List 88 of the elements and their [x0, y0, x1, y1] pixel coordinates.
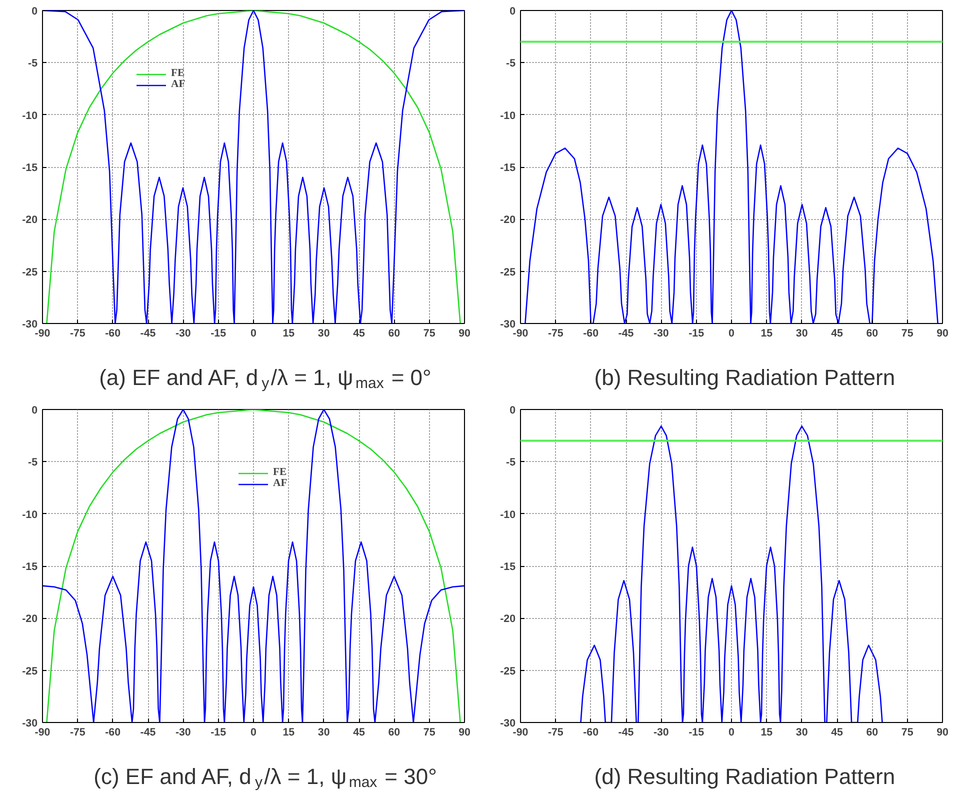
y-tick-label: -25: [500, 266, 516, 278]
x-tick-label: 30: [318, 726, 330, 738]
x-tick-label: -60: [105, 328, 121, 340]
y-tick-label: -15: [500, 561, 516, 573]
y-tick-label: -20: [500, 214, 516, 226]
y-tick-label: 0: [32, 404, 38, 416]
x-tick-label: -60: [583, 328, 599, 340]
x-tick-label: 60: [388, 726, 400, 738]
y-tick-label: -10: [22, 110, 38, 122]
x-tick-label: 15: [282, 328, 295, 340]
y-tick-label: -10: [500, 110, 516, 122]
line-series: [580, 426, 883, 722]
y-tick-label: -15: [22, 162, 38, 174]
x-tick-label: 75: [423, 726, 436, 738]
x-tick-label: 90: [458, 726, 470, 738]
x-tick-label: -75: [548, 328, 564, 340]
x-tick-label: 75: [901, 726, 914, 738]
x-tick-label: 45: [831, 726, 843, 738]
y-tick-label: -30: [22, 718, 38, 730]
x-tick-label: -90: [512, 726, 528, 738]
x-tick-label: -45: [618, 328, 634, 340]
x-tick-label: -90: [34, 726, 50, 738]
x-tick-label: -60: [583, 726, 599, 738]
x-tick-label: 0: [728, 328, 735, 340]
x-tick-label: -75: [548, 726, 564, 738]
x-tick-label: 15: [760, 328, 773, 340]
y-tick-label: -15: [22, 561, 38, 573]
y-tick-label: -30: [500, 318, 516, 330]
x-tick-label: 75: [901, 328, 914, 340]
x-tick-label: 45: [353, 726, 365, 738]
y-tick-label: 0: [510, 404, 516, 416]
x-tick-label: -45: [618, 726, 634, 738]
x-axis-title: (b) Resulting Radiation Pattern: [594, 365, 896, 390]
y-tick-label: -5: [506, 58, 516, 70]
x-tick-label: 30: [796, 328, 808, 340]
legend-label: AF: [171, 79, 186, 90]
legend-label: AF: [273, 478, 288, 489]
y-tick-label: -5: [506, 456, 516, 469]
y-tick-label: -5: [28, 58, 38, 70]
x-tick-label: -45: [140, 328, 156, 340]
x-tick-label: -90: [34, 328, 50, 340]
legend-label: FE: [273, 467, 288, 478]
x-tick-label: -60: [105, 726, 121, 738]
x-tick-label: -15: [688, 328, 704, 340]
x-tick-label: -75: [70, 726, 86, 738]
legend-label: FE: [171, 68, 186, 79]
x-tick-label: -15: [210, 726, 226, 738]
y-tick-label: -20: [500, 613, 516, 626]
y-tick-label: 0: [510, 6, 516, 18]
x-tick-label: 60: [866, 726, 878, 738]
x-tick-label: 90: [936, 726, 948, 738]
y-tick-label: -10: [500, 508, 516, 521]
y-tick-label: -20: [22, 214, 38, 226]
x-tick-label: -30: [175, 726, 191, 738]
x-tick-label: -30: [175, 328, 191, 340]
x-tick-label: 0: [250, 328, 257, 340]
x-tick-label: 0: [250, 726, 257, 738]
x-tick-label: 45: [353, 328, 365, 340]
y-tick-label: -25: [22, 665, 38, 678]
y-tick-label: -20: [22, 613, 38, 626]
x-tick-label: -45: [140, 726, 156, 738]
x-tick-label: 45: [831, 328, 843, 340]
x-tick-label: 90: [936, 328, 948, 340]
y-tick-label: 0: [32, 6, 38, 18]
x-tick-label: 90: [458, 328, 470, 340]
x-tick-label: 60: [866, 328, 878, 340]
y-tick-label: -30: [22, 318, 38, 330]
x-axis-title: (d) Resulting Radiation Pattern: [594, 764, 896, 789]
y-tick-label: -5: [28, 456, 38, 469]
x-tick-label: -15: [688, 726, 704, 738]
x-tick-label: 75: [423, 328, 436, 340]
x-tick-label: -15: [210, 328, 226, 340]
line-series: [524, 10, 938, 324]
x-tick-label: 0: [728, 726, 735, 738]
y-tick-label: -10: [22, 508, 38, 521]
x-tick-label: -30: [653, 726, 669, 738]
x-tick-label: 60: [388, 328, 400, 340]
y-tick-label: -30: [500, 718, 516, 730]
x-tick-label: -30: [653, 328, 669, 340]
y-tick-label: -25: [22, 266, 38, 278]
y-tick-label: -25: [500, 665, 516, 678]
x-tick-label: -90: [512, 328, 528, 340]
x-tick-label: 15: [282, 726, 295, 738]
x-tick-label: 30: [796, 726, 808, 738]
y-tick-label: -15: [500, 162, 516, 174]
x-tick-label: 15: [760, 726, 773, 738]
x-tick-label: 30: [318, 328, 330, 340]
x-tick-label: -75: [70, 328, 86, 340]
